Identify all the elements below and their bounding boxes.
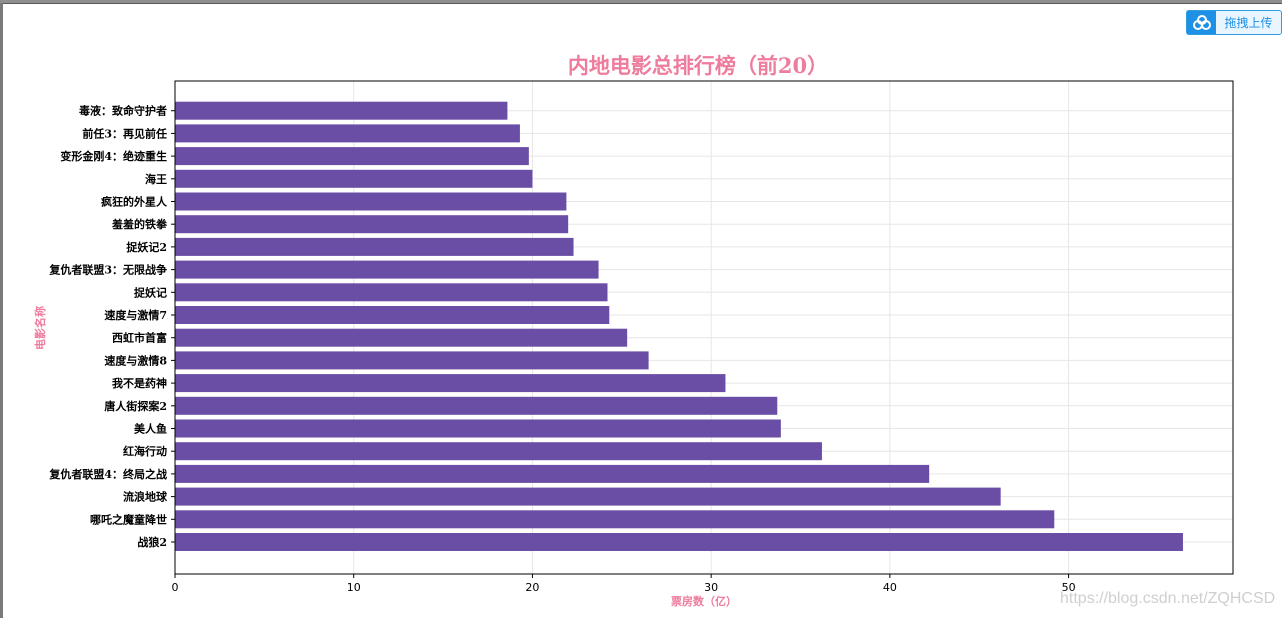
x-tick-label: 50 bbox=[1062, 581, 1076, 594]
bar bbox=[175, 419, 781, 438]
y-tick-label: 流浪地球 bbox=[123, 490, 168, 504]
plot-area-frame bbox=[174, 80, 1234, 575]
y-tick-label: 速度与激情7 bbox=[104, 308, 167, 322]
bar bbox=[175, 464, 930, 483]
y-axis-category-labels: 战狼2 哪吒之魔童降世 流浪地球 复仇者联盟4：终局之战 红海行动 美人鱼 唐人街探案2 我不… bbox=[48, 104, 175, 549]
drag-upload-button[interactable]: 拖拽上传 bbox=[1186, 10, 1282, 35]
y-tick-label: 毒液：致命守护者 bbox=[79, 104, 167, 118]
y-tick-label: 疯狂的外星人 bbox=[101, 195, 168, 209]
bar bbox=[175, 169, 533, 188]
y-tick-label: 美人鱼 bbox=[134, 422, 167, 436]
bar bbox=[175, 192, 567, 211]
y-tick-label: 羞羞的铁拳 bbox=[111, 217, 168, 231]
bar bbox=[175, 283, 608, 302]
watermark-text: https://blog.csdn.net/ZQHCSD bbox=[1060, 590, 1276, 607]
bar bbox=[175, 215, 569, 234]
x-tick-label: 40 bbox=[883, 581, 897, 594]
bar bbox=[175, 147, 529, 166]
x-axis-ticks: 0 10 20 30 40 50 bbox=[172, 574, 1076, 594]
y-tick-label: 复仇者联盟4：终局之战 bbox=[48, 467, 167, 481]
y-tick-label: 西虹市首富 bbox=[112, 331, 167, 345]
bar bbox=[175, 260, 599, 279]
bars bbox=[175, 101, 1183, 551]
bar bbox=[175, 124, 520, 143]
bar bbox=[175, 442, 822, 461]
bar bbox=[175, 396, 778, 415]
cloud-icon bbox=[1187, 11, 1216, 34]
bar bbox=[175, 351, 649, 370]
x-tick-label: 0 bbox=[172, 581, 179, 594]
y-tick-label: 变形金刚4：绝迹重生 bbox=[60, 149, 167, 163]
y-tick-label: 捉妖记 bbox=[134, 285, 167, 299]
bar bbox=[175, 374, 726, 393]
bar bbox=[175, 328, 628, 347]
bar bbox=[175, 101, 508, 120]
y-tick-label: 前任3：再见前任 bbox=[82, 126, 167, 140]
y-tick-label: 海王 bbox=[145, 172, 167, 186]
bar bbox=[175, 510, 1055, 529]
drag-upload-label: 拖拽上传 bbox=[1224, 16, 1273, 30]
y-tick-label: 捉妖记2 bbox=[126, 240, 167, 254]
bar bbox=[175, 306, 610, 324]
bar bbox=[175, 487, 1001, 506]
y-tick-label: 哪吒之魔童降世 bbox=[90, 512, 167, 526]
bar bbox=[175, 237, 574, 256]
y-tick-label: 我不是药神 bbox=[112, 376, 167, 390]
y-tick-label: 复仇者联盟3：无限战争 bbox=[48, 263, 167, 277]
window-top-border bbox=[0, 0, 1282, 4]
bar bbox=[175, 533, 1183, 551]
x-tick-label: 20 bbox=[525, 581, 539, 594]
y-tick-label: 红海行动 bbox=[123, 444, 167, 458]
y-tick-label: 唐人街探案2 bbox=[104, 399, 167, 413]
chart-title: 内地电影总排行榜（前20） bbox=[568, 53, 828, 78]
x-axis-label: 票房数（亿） bbox=[671, 594, 737, 608]
y-axis-label: 电影名称 bbox=[33, 306, 47, 350]
y-tick-label: 战狼2 bbox=[137, 535, 167, 549]
x-tick-label: 10 bbox=[347, 581, 361, 594]
y-tick-label: 速度与激情8 bbox=[104, 353, 167, 367]
window-left-border bbox=[0, 3, 3, 618]
x-tick-label: 30 bbox=[704, 581, 718, 594]
